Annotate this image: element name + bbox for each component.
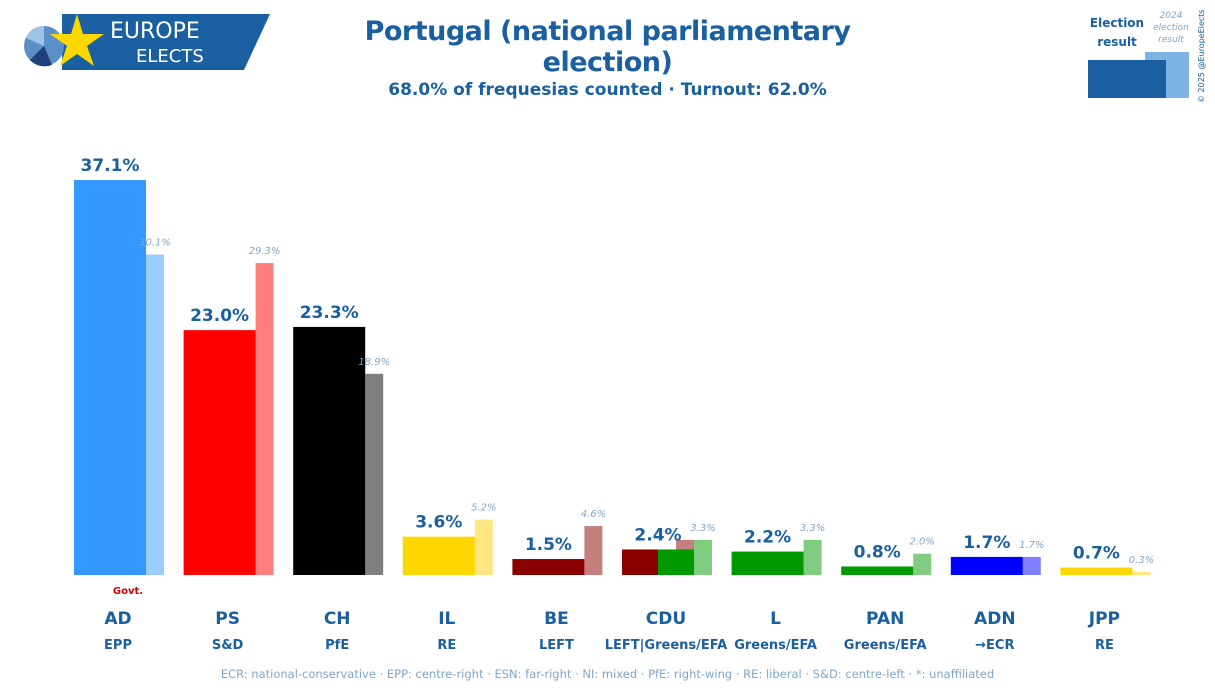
legend-previous-label-2: election <box>1153 23 1189 33</box>
legend-current-label-1: Election <box>1090 16 1144 30</box>
value-label-be: 1.5% <box>525 535 572 555</box>
party-group-pan: Greens/EFA <box>844 638 927 653</box>
bar-il <box>402 536 475 575</box>
party-group-be: LEFT <box>539 638 574 653</box>
prev-value-label-il: 5.2% <box>471 503 496 514</box>
prev-bar-cdu-2 <box>694 539 712 575</box>
logo-text-europe: EUROPE <box>110 19 200 44</box>
value-label-ad: 37.1% <box>81 156 140 176</box>
party-group-ad: EPP <box>104 638 132 653</box>
party-group-jpp: RE <box>1095 638 1114 653</box>
value-label-l: 2.2% <box>744 528 791 548</box>
bar-adn <box>950 556 1023 575</box>
prev-value-label-be: 4.6% <box>581 509 606 520</box>
prev-bar-il <box>474 519 493 575</box>
legend-current-label-2: result <box>1097 35 1137 49</box>
legend: Election result 2024 election result <box>1088 11 1189 98</box>
prev-value-label-adn: 1.7% <box>1019 540 1044 551</box>
party-name-be: BE <box>544 609 569 629</box>
value-label-jpp: 0.7% <box>1073 544 1120 564</box>
value-label-ps: 23.0% <box>190 306 249 326</box>
prev-value-label-ps: 29.3% <box>249 246 281 257</box>
prev-bar-ps <box>255 263 274 575</box>
value-label-pan: 0.8% <box>854 542 901 562</box>
bar-ch <box>293 326 366 575</box>
prev-value-label-jpp: 0.3% <box>1129 555 1154 566</box>
prev-value-label-l: 3.3% <box>800 523 825 534</box>
govt-note-ad: Govt. <box>113 586 143 597</box>
party-name-jpp: JPP <box>1088 609 1120 629</box>
bar-pan <box>841 566 914 575</box>
prev-bar-adn <box>1022 556 1041 575</box>
party-name-l: L <box>770 609 781 629</box>
legend-current-swatch <box>1088 60 1166 98</box>
bar-cdu-2 <box>658 549 694 575</box>
party-group-ch: PfE <box>325 638 349 653</box>
bar-cdu <box>622 549 658 575</box>
party-name-pan: PAN <box>866 609 904 629</box>
prev-bar-jpp <box>1132 571 1151 575</box>
party-group-cdu: LEFT|Greens/EFA <box>605 638 727 653</box>
party-group-ps: S&D <box>212 638 244 653</box>
prev-value-label-ad: 30.1% <box>139 238 171 249</box>
party-name-adn: ADN <box>974 609 1016 629</box>
value-label-cdu: 2.4% <box>634 525 681 545</box>
legend-previous-label-1: 2024 <box>1160 11 1183 21</box>
value-label-ch: 23.3% <box>300 303 359 323</box>
party-name-ch: CH <box>324 609 351 629</box>
chart-subtitle: 68.0% of frequesias counted · Turnout: 6… <box>388 80 827 100</box>
party-group-il: RE <box>437 638 456 653</box>
value-label-adn: 1.7% <box>963 533 1010 553</box>
party-name-cdu: CDU <box>646 609 686 629</box>
bar-jpp <box>1060 567 1133 575</box>
footer-legend-note: ECR: national-conservative · EPP: centre… <box>220 667 995 681</box>
party-group-l: Greens/EFA <box>734 638 817 653</box>
value-label-il: 3.6% <box>415 513 462 533</box>
prev-value-label-pan: 2.0% <box>909 537 934 548</box>
party-name-ad: AD <box>104 609 131 629</box>
logo-text-elects: ELECTS <box>136 46 204 67</box>
chart-title: Portugal (national parliamentary electio… <box>364 16 851 78</box>
prev-bar-l <box>803 539 822 575</box>
party-group-adn: →ECR <box>975 638 1014 653</box>
party-name-ps: PS <box>215 609 240 629</box>
bar-be <box>512 559 585 575</box>
party-name-il: IL <box>438 609 455 629</box>
prev-bar-ad <box>146 254 164 575</box>
bar-chart: 37.1% 30.1% AD EPP Govt. 23.0% 29.3% PS S&D 23.3%… <box>74 156 1154 653</box>
bar-ad <box>74 180 146 575</box>
bar-ps <box>183 330 256 575</box>
prev-bar-pan <box>913 553 932 575</box>
prev-bar-ch <box>365 373 384 575</box>
bar-l <box>731 551 804 575</box>
legend-previous-label-3: result <box>1158 35 1184 45</box>
prev-value-label-cdu: 3.3% <box>690 523 715 534</box>
europe-elects-logo: EUROPE ELECTS <box>24 14 270 70</box>
prev-bar-be <box>584 526 603 575</box>
star-icon <box>50 14 104 66</box>
prev-value-label-ch: 18.9% <box>358 357 390 368</box>
